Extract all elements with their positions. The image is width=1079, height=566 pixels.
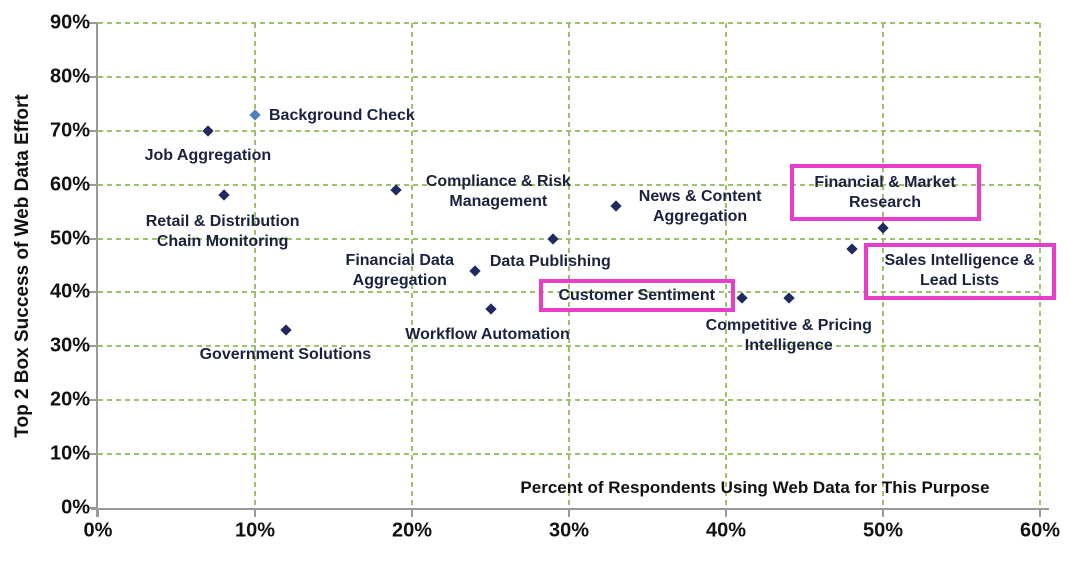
gridline-vertical [568, 23, 570, 508]
x-axis-tick [97, 510, 99, 517]
gridline-vertical [1039, 23, 1041, 508]
x-tick-label: 20% [391, 519, 433, 542]
gridline-vertical [882, 23, 884, 508]
data-point-label: Data Publishing [489, 252, 611, 270]
y-tick-label: 50% [49, 227, 90, 250]
y-tick-label: 60% [49, 173, 90, 196]
data-point-label: Retail & Distribution Chain Monitoring [145, 213, 300, 251]
gridline-vertical [725, 23, 727, 508]
y-axis-line [96, 23, 98, 517]
x-axis-tick [1039, 510, 1041, 517]
data-point-marker [390, 184, 402, 196]
data-point-marker [610, 200, 622, 212]
x-tick-label: 30% [548, 519, 590, 542]
y-axis-tick [89, 453, 98, 456]
data-point-marker [249, 108, 261, 121]
y-tick-label: 40% [49, 280, 90, 303]
data-point-label: Job Aggregation [144, 146, 272, 164]
data-point-label: Workflow Automation [405, 325, 570, 343]
x-axis-tick [568, 510, 570, 517]
data-point-label: Government Solutions [199, 346, 372, 364]
x-tick-label: 50% [862, 519, 904, 542]
data-point-marker [217, 189, 230, 202]
y-tick-label: 30% [49, 334, 90, 357]
y-axis-tick [89, 129, 98, 132]
y-axis-tick [89, 22, 98, 24]
data-point-marker [280, 324, 293, 336]
data-point-label: Financial Data Aggregation [345, 251, 455, 289]
data-point-marker [202, 125, 214, 137]
highlight-box: Customer Sentiment [538, 279, 735, 313]
x-tick-label: 0% [83, 519, 113, 542]
y-axis-tick [89, 399, 98, 402]
data-point-label: Background Check [269, 106, 415, 124]
y-tick-label: 0% [61, 496, 90, 519]
data-point-label: News & Content Aggregation [638, 188, 762, 226]
x-axis-tick [725, 510, 727, 517]
data-point-marker [736, 292, 748, 304]
y-axis-title: Top 2 Box Success of Web Data Effort [12, 94, 33, 438]
data-point-marker [547, 232, 559, 245]
x-tick-label: 10% [234, 519, 276, 542]
x-axis-title: Percent of Respondents Using Web Data fo… [520, 478, 990, 497]
y-axis-tick [89, 237, 98, 240]
x-tick-label: 40% [705, 519, 747, 542]
data-point-marker [845, 243, 858, 255]
y-tick-label: 90% [49, 11, 90, 34]
data-point-marker [469, 265, 481, 277]
highlight-box: Financial & Market Research [789, 164, 981, 222]
data-point-label: Sales Intelligence & Lead Lists [884, 252, 1035, 290]
data-point-label: Compliance & Risk Management [425, 173, 571, 211]
y-tick-label: 20% [49, 388, 90, 411]
data-point-marker [877, 222, 889, 234]
y-tick-label: 10% [49, 442, 90, 465]
y-axis-tick [89, 345, 98, 348]
y-tick-label: 80% [49, 65, 90, 88]
x-axis-line [91, 508, 1049, 510]
y-axis-tick [89, 507, 98, 509]
data-point-label: Customer Sentiment [558, 286, 715, 304]
highlight-box: Sales Intelligence & Lead Lists [863, 242, 1056, 300]
y-axis-tick [89, 291, 98, 294]
y-axis-tick [89, 75, 98, 78]
y-tick-label: 70% [49, 119, 90, 142]
data-point-marker [484, 302, 497, 315]
data-point-label: Financial & Market Research [814, 173, 956, 211]
y-axis-tick [89, 183, 98, 186]
x-tick-label: 60% [1019, 519, 1061, 542]
x-axis-tick [411, 510, 413, 517]
x-axis-tick [882, 510, 884, 517]
data-point-label: Competitive & Pricing Intelligence [705, 316, 872, 354]
data-point-marker [783, 292, 795, 304]
gridline-vertical [254, 23, 256, 508]
x-axis-tick [254, 510, 256, 517]
gridline-vertical [411, 23, 413, 508]
